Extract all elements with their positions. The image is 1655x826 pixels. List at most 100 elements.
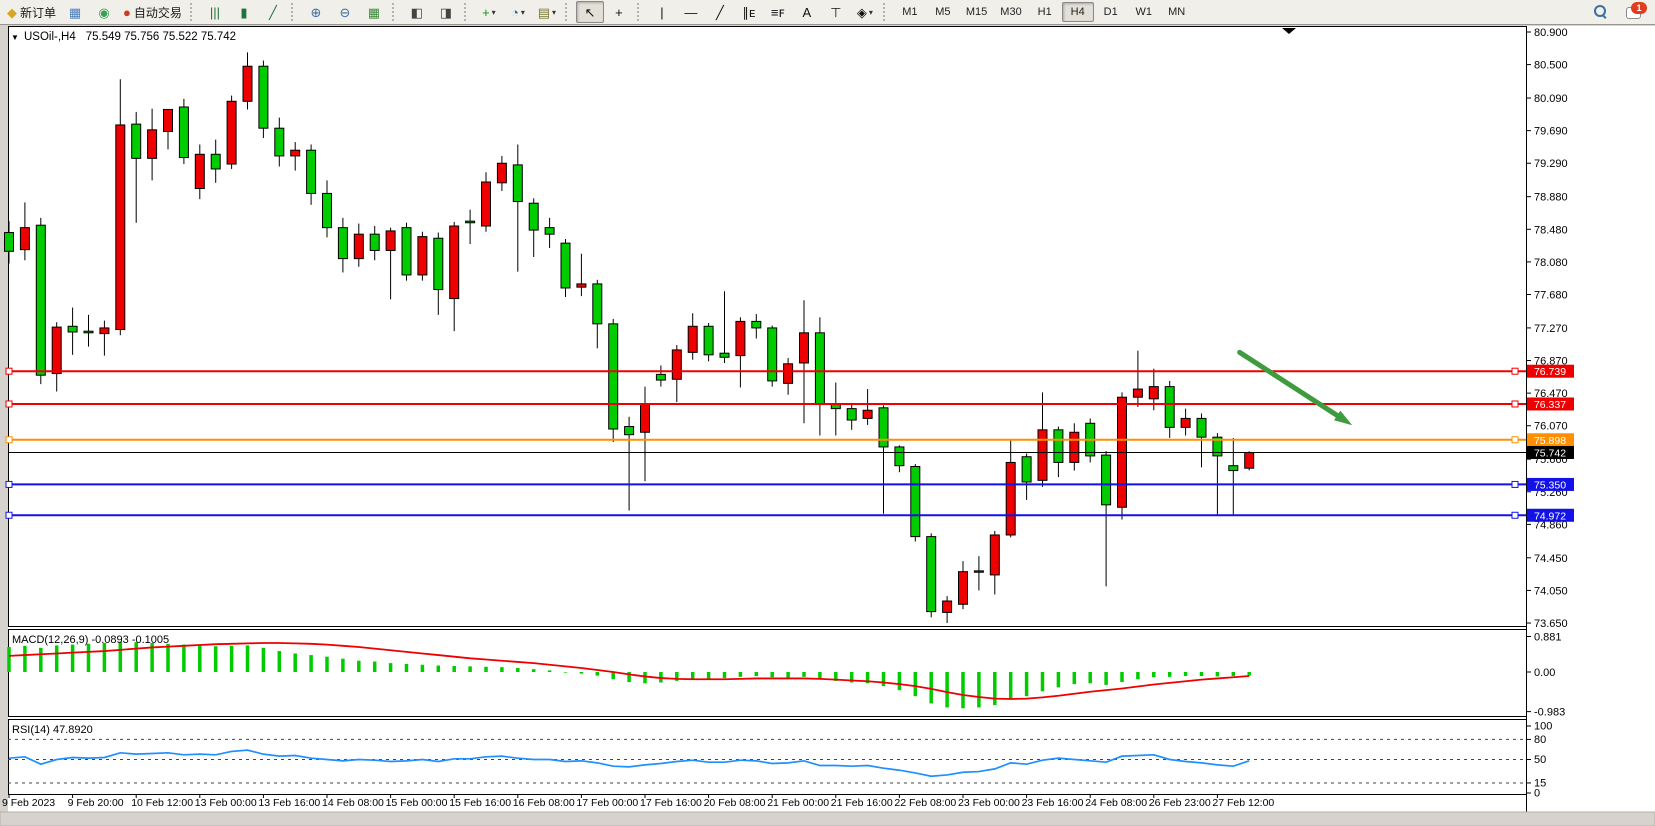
candle-body <box>592 283 603 325</box>
hline-anchor[interactable] <box>5 436 13 444</box>
search-button[interactable] <box>1587 1 1615 23</box>
candle-body <box>4 232 14 252</box>
hline-anchor[interactable] <box>5 511 13 519</box>
vertical-line-tool-button[interactable]: | <box>648 1 676 23</box>
bar-chart-button[interactable]: ||| <box>201 1 229 23</box>
hline-anchor[interactable] <box>1511 480 1519 488</box>
cursor-tool-button[interactable]: ↖ <box>575 1 604 23</box>
candle-body <box>99 327 110 335</box>
timeframe-button-MN[interactable]: MN <box>1168 6 1186 18</box>
hline-anchor[interactable] <box>1511 400 1519 408</box>
notification-badge: 1 <box>1631 1 1647 14</box>
shapes-tool-button[interactable]: ◈ ▾ <box>851 1 879 23</box>
candlestick-chart-icon: ▮ <box>240 4 248 20</box>
time-tick-label: 21 Feb 00:00 <box>767 797 829 809</box>
macd-bar <box>706 672 711 679</box>
time-tick-label: 24 Feb 08:00 <box>1085 797 1147 809</box>
add-indicator-button[interactable]: + ▾ <box>475 1 503 23</box>
hline-anchor[interactable] <box>1511 367 1519 375</box>
new-order-label: 新订单 <box>20 5 57 20</box>
candle-body <box>322 192 332 229</box>
macd-bar <box>102 642 107 672</box>
hline-anchor[interactable] <box>1511 511 1519 519</box>
auto-trading-label: 自动交易 <box>133 5 182 20</box>
candle-body <box>481 181 491 227</box>
toolbar-separator <box>189 3 196 21</box>
chart-template-button[interactable]: ▤ ▾ <box>533 1 561 23</box>
period-selector-button[interactable]: ◔ ▾ <box>504 1 532 23</box>
period-selector-dropdown-icon[interactable]: ▾ <box>520 7 525 17</box>
hline-anchor[interactable] <box>1511 436 1519 444</box>
channel-tool-button[interactable]: ∥ᴇ <box>735 1 763 23</box>
timeframe-button-H1[interactable]: H1 <box>1037 6 1052 18</box>
crosshair-tool-button[interactable]: + <box>605 1 633 23</box>
trend-arrow[interactable] <box>1237 349 1353 426</box>
chart-template-dropdown-icon[interactable]: ▾ <box>552 7 557 17</box>
horizontal-lines[interactable] <box>5 367 1526 519</box>
horizontal-line-tool-button[interactable]: — <box>677 1 705 23</box>
candle-body <box>1180 417 1191 428</box>
price-tick-label: 78.080 <box>1534 257 1568 269</box>
macd-bar <box>213 646 218 672</box>
macd-bar <box>993 672 997 706</box>
time-tick-label: 15 Feb 00:00 <box>386 797 448 809</box>
macd-panel[interactable]: 0.881 0.00 -0.983 MACD(12,26,9) -0.0893 -0.… <box>7 631 1565 719</box>
candle-body <box>67 325 78 333</box>
price-tick-label: 73.650 <box>1534 618 1568 630</box>
candle-body <box>226 100 237 165</box>
chart-shift-button[interactable]: ◨ <box>432 1 460 23</box>
new-order-button[interactable]: ◆ 新订单 <box>3 1 60 23</box>
candle-body <box>83 330 94 334</box>
fibonacci-tool-button[interactable]: ≡ꜰ <box>764 1 792 23</box>
text-tool-icon: A <box>802 4 812 20</box>
candle-body <box>989 534 1000 576</box>
candle-body <box>560 242 571 289</box>
candle-body <box>846 408 857 421</box>
macd-bar <box>913 672 918 697</box>
tile-windows-button[interactable]: ▦ <box>360 1 388 23</box>
macd-bar <box>690 672 695 680</box>
market-watch-button[interactable]: ▦ <box>61 1 89 23</box>
timeframe-button-M1[interactable]: M1 <box>902 6 918 18</box>
toolbar-separator <box>564 3 571 21</box>
candle-body <box>528 202 539 231</box>
price-tick-label: 80.500 <box>1534 60 1568 72</box>
line-chart-button[interactable]: ╱ <box>259 1 287 23</box>
add-indicator-dropdown-icon[interactable]: ▾ <box>491 7 496 17</box>
auto-trading-button[interactable]: ● 自动交易 <box>119 1 186 23</box>
timeframe-button-D1[interactable]: D1 <box>1103 6 1118 18</box>
timeframe-button-W1[interactable]: W1 <box>1135 6 1152 18</box>
macd-bar <box>309 655 313 672</box>
zoom-out-button[interactable]: ⊖ <box>331 1 359 23</box>
auto-scroll-button[interactable]: ◧ <box>403 1 431 23</box>
timeframe-button-M30[interactable]: M30 <box>1000 6 1022 18</box>
candle-body <box>496 162 507 184</box>
time-tick-label: 9 Feb 20:00 <box>68 797 124 809</box>
zoom-in-button[interactable]: ⊕ <box>302 1 330 23</box>
notifications-button[interactable]: 1 <box>1621 1 1649 23</box>
timeframe-button-H4[interactable]: H4 <box>1061 2 1094 22</box>
data-signal-button[interactable]: ◉ <box>90 1 118 23</box>
macd-bar <box>372 661 377 672</box>
chart-shift-marker[interactable] <box>1282 28 1296 34</box>
hline-anchor[interactable] <box>5 367 13 375</box>
hline-anchor[interactable] <box>5 400 13 408</box>
timeframe-button-M15[interactable]: M15 <box>965 6 988 18</box>
text-label-tool-button[interactable]: ⊤ <box>822 1 850 23</box>
time-axis[interactable]: 9 Feb 2023 9 Feb 20:00 10 Feb 12:00 13 Feb … <box>2 795 1274 809</box>
timeframe-button-M5[interactable]: M5 <box>935 6 951 18</box>
candlestick-chart-button[interactable]: ▮ <box>230 1 258 23</box>
trendline-tool-button[interactable]: ╱ <box>706 1 734 23</box>
price-axis[interactable]: 80.900 80.500 80.090 79.690 79.290 78.880 78.4… <box>1526 27 1568 630</box>
chart-template-icon: ▤ <box>537 4 551 20</box>
candle-body <box>640 404 650 433</box>
macd-bar <box>293 653 297 672</box>
macd-bar <box>54 645 59 672</box>
hline-anchor[interactable] <box>5 480 13 488</box>
text-tool-button[interactable]: A <box>793 1 821 23</box>
macd-tick-label: 0.00 <box>1534 667 1555 679</box>
shapes-tool-dropdown-icon[interactable]: ▾ <box>868 7 873 17</box>
candle-body <box>274 127 285 157</box>
